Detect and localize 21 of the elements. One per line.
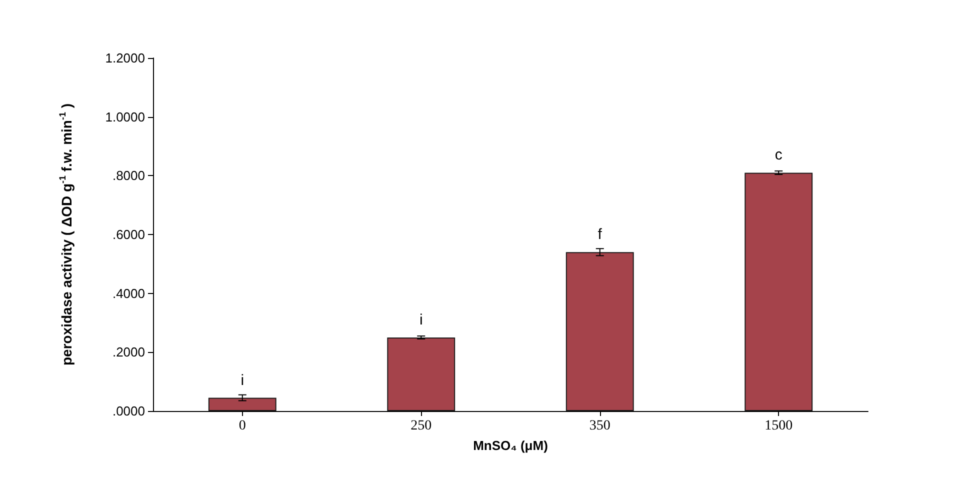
bar xyxy=(566,252,634,411)
data-label: c xyxy=(774,146,783,164)
x-tick-label: 0 xyxy=(238,418,246,434)
y-tick-label: .2000 xyxy=(112,344,145,360)
bar xyxy=(208,398,276,411)
y-tick-label: 1.0000 xyxy=(105,109,145,124)
y-tick-label: .6000 xyxy=(112,227,145,242)
y-axis-title: peroxidase activity ( ΔOD g-1 f.w. min-1 ) xyxy=(58,103,74,366)
x-tick-label: 1500 xyxy=(764,418,793,434)
data-label: f xyxy=(598,226,603,244)
x-axis-title: MnSO₄ (μM) xyxy=(473,438,548,453)
y-tick-label: .8000 xyxy=(112,168,145,184)
y-tick-label: 1.2000 xyxy=(105,50,145,66)
bar xyxy=(387,337,456,411)
bar xyxy=(744,172,813,411)
data-label: i xyxy=(240,372,244,389)
data-label: i xyxy=(419,311,423,328)
x-tick-label: 350 xyxy=(589,418,610,434)
x-tick-label: 250 xyxy=(410,418,432,434)
y-tick-label: .0000 xyxy=(112,404,145,418)
y-tick-label: .4000 xyxy=(112,286,145,301)
